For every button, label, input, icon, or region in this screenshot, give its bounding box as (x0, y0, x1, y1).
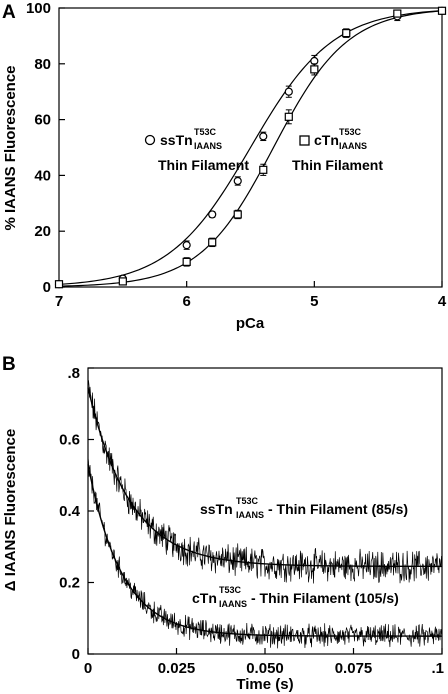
annotation-sstn-sup: T53C (194, 127, 217, 137)
annotation-sstn-line2: Thin Filament (158, 157, 249, 173)
trace-ctn-sup: T53C (219, 585, 242, 595)
annotation-ctn-prefix: cTn (314, 132, 339, 148)
data-point-square (233, 210, 242, 219)
data-point-circle (233, 176, 242, 186)
panel-b-y-axis-title: Δ IAANS Fluorescence (2, 429, 19, 592)
panel-a-annotation-sstn: ssTn T53C IAANS Thin Filament (144, 127, 249, 173)
data-point-square (118, 277, 127, 286)
panel-b-annotation-ctn: cTn T53C IAANS - Thin Filament (105/s) (192, 585, 399, 609)
data-point-square (54, 280, 64, 289)
trace-sstn-prefix: ssTn (200, 501, 233, 517)
trace-sstn-sub: IAANS (236, 510, 264, 520)
data-point-square (310, 65, 319, 74)
panel-b-ticks: 0 0.025 0.050 0.075 .1 0 0.2 0.4 0.6 .8 (59, 365, 444, 677)
y-tick-label: 40 (34, 167, 51, 184)
y-tick-label: 0.2 (59, 575, 80, 592)
trace-ctn-suffix: - Thin Filament (105/s) (251, 590, 399, 606)
data-point-square (208, 238, 217, 247)
trace-sstn-sup: T53C (236, 496, 259, 506)
x-tick-label: 5 (310, 293, 318, 310)
panel-a-fit-curves (58, 10, 443, 287)
x-tick-label: 0.050 (246, 660, 284, 677)
data-point-circle (182, 241, 191, 250)
panel-a-y-axis-title: % IAANS Fluorescence (2, 65, 19, 230)
panel-b: B 0 0.025 0.050 0.075 .1 0 0.2 0.4 0.6 .8 Time (s… (2, 354, 444, 693)
trace-sstn-suffix: - Thin Filament (85/s) (268, 501, 408, 517)
annotation-ctn-line2: Thin Filament (292, 157, 383, 173)
panel-b-traces (87, 380, 443, 649)
data-point-square (437, 6, 447, 15)
x-tick-label: 4 (438, 293, 447, 310)
annotation-sstn-sub: IAANS (194, 141, 222, 151)
data-point-circle (259, 132, 268, 141)
y-tick-label: 0.6 (59, 432, 80, 449)
annotation-ctn-sup: T53C (339, 127, 362, 137)
x-tick-label: 0 (84, 660, 92, 677)
y-tick-label: 80 (34, 56, 51, 73)
panel-a-x-axis-title: pCa (236, 315, 265, 332)
panel-a-plot-frame (58, 7, 443, 288)
annotation-sstn-prefix: ssTn (160, 132, 193, 148)
y-tick-label: .8 (67, 365, 80, 382)
x-tick-label: 0.025 (158, 660, 196, 677)
square-marker-icon (299, 135, 310, 146)
data-point-square (342, 29, 351, 38)
trace-ctn-sub: IAANS (219, 599, 247, 609)
fit-trace-cTn (87, 464, 442, 637)
panel-a-points (54, 6, 447, 289)
panel-a-annotation-ctn: cTn T53C IAANS Thin Filament (292, 127, 383, 173)
x-tick-label: 0.075 (335, 660, 373, 677)
data-point-square (259, 165, 268, 174)
x-tick-label: .1 (431, 660, 444, 677)
data-point-circle (208, 210, 217, 219)
fit-trace-ssTn (87, 387, 442, 568)
x-tick-label: 6 (182, 293, 190, 310)
fit-curve-circle (58, 10, 443, 285)
y-tick-label: 20 (34, 223, 51, 240)
y-tick-label: 0.4 (59, 503, 81, 520)
data-point-square (182, 257, 191, 266)
data-point-square (284, 112, 293, 121)
panel-b-x-axis-title: Time (s) (236, 676, 293, 693)
data-point-square (393, 9, 402, 18)
data-point-circle (284, 87, 293, 96)
y-tick-label: 0 (72, 646, 80, 663)
x-tick-label: 7 (55, 293, 63, 310)
circle-marker-icon (144, 134, 156, 146)
panel-b-annotation-sstn: ssTn T53C IAANS - Thin Filament (85/s) (200, 496, 408, 520)
trace-ctn-prefix: cTn (192, 590, 217, 606)
panel-b-letter: B (2, 354, 16, 375)
noisy-trace-cTn (87, 457, 443, 649)
annotation-ctn-sub: IAANS (339, 141, 367, 151)
y-tick-label: 100 (26, 0, 51, 17)
noisy-trace-ssTn (87, 380, 443, 584)
y-tick-label: 60 (34, 112, 51, 129)
y-tick-label: 0 (43, 279, 51, 296)
panel-a-letter: A (2, 2, 16, 23)
